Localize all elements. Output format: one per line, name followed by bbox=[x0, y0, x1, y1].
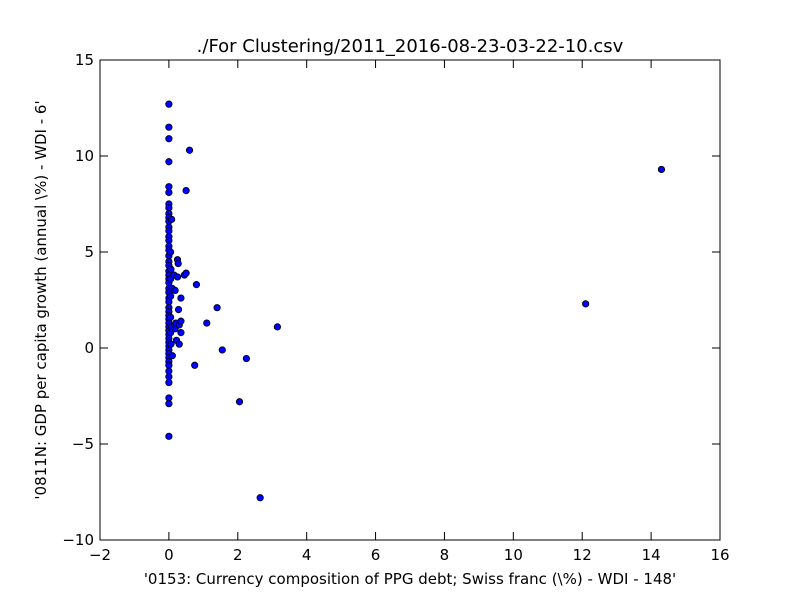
data-point bbox=[167, 313, 175, 321]
data-point bbox=[185, 146, 194, 154]
data-point bbox=[203, 319, 211, 327]
x-tick-label: −2 bbox=[89, 546, 111, 564]
data-point bbox=[191, 361, 199, 369]
data-point bbox=[167, 248, 175, 256]
data-point bbox=[218, 346, 226, 354]
data-point bbox=[213, 304, 221, 312]
data-point bbox=[273, 323, 281, 331]
y-axis-ticks: −10 −5 0 5 10 15 bbox=[62, 51, 720, 549]
x-tick-label: 0 bbox=[164, 546, 174, 564]
data-markers bbox=[165, 100, 666, 502]
data-point bbox=[192, 281, 201, 289]
x-tick-label: 16 bbox=[710, 546, 729, 564]
data-point bbox=[165, 135, 173, 143]
chart-title: ./For Clustering/2011_2016-08-23-03-22-1… bbox=[197, 36, 624, 57]
data-point bbox=[171, 286, 179, 294]
data-point bbox=[582, 300, 590, 308]
data-point bbox=[182, 269, 190, 277]
x-axis-label: '0153: Currency composition of PPG debt;… bbox=[144, 570, 676, 588]
data-point bbox=[165, 432, 173, 440]
x-tick-label: 12 bbox=[573, 546, 592, 564]
data-point bbox=[174, 305, 183, 314]
data-point bbox=[168, 352, 176, 360]
x-tick-label: 10 bbox=[504, 546, 523, 564]
data-point bbox=[256, 494, 264, 502]
y-tick-label: −5 bbox=[72, 435, 94, 453]
data-point bbox=[165, 123, 173, 131]
y-tick-label: 0 bbox=[84, 339, 94, 357]
data-point bbox=[182, 186, 190, 195]
data-point bbox=[165, 400, 173, 408]
plot-area bbox=[99, 59, 721, 541]
x-tick-label: 2 bbox=[233, 546, 243, 564]
data-point bbox=[242, 354, 250, 363]
data-point bbox=[165, 100, 173, 108]
data-point bbox=[165, 188, 173, 197]
x-tick-label: 14 bbox=[642, 546, 661, 564]
data-point bbox=[235, 398, 244, 406]
y-tick-label: −10 bbox=[62, 531, 94, 549]
data-point bbox=[173, 273, 182, 281]
data-point bbox=[167, 340, 175, 348]
y-tick-label: 10 bbox=[75, 147, 94, 165]
y-axis-label: '0811N: GDP per capita growth (annual \%… bbox=[32, 100, 50, 499]
data-point bbox=[657, 165, 666, 174]
x-tick-label: 6 bbox=[371, 546, 381, 564]
data-point bbox=[168, 215, 176, 223]
data-point bbox=[175, 340, 183, 348]
plot-frame bbox=[99, 59, 721, 541]
x-tick-label: 4 bbox=[302, 546, 312, 564]
y-tick-label: 5 bbox=[84, 243, 94, 261]
data-point bbox=[167, 265, 175, 273]
y-tick-label: 15 bbox=[75, 51, 94, 69]
data-point bbox=[174, 259, 182, 268]
data-point bbox=[165, 378, 173, 387]
data-point bbox=[177, 329, 185, 337]
x-tick-label: 8 bbox=[440, 546, 450, 564]
data-point bbox=[177, 294, 185, 302]
data-point bbox=[167, 292, 175, 300]
x-axis-ticks: −2 0 2 4 6 8 10 12 14 16 bbox=[89, 60, 730, 564]
data-point bbox=[165, 158, 173, 166]
data-point bbox=[177, 317, 185, 325]
data-point bbox=[167, 329, 175, 337]
